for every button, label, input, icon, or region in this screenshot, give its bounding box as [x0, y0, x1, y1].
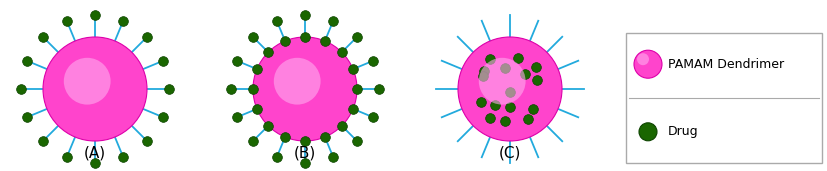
Circle shape [274, 58, 321, 105]
Text: PAMAM Dendrimer: PAMAM Dendrimer [668, 58, 784, 71]
FancyBboxPatch shape [626, 33, 822, 163]
Circle shape [479, 58, 526, 105]
Text: (C): (C) [499, 146, 521, 161]
Circle shape [458, 37, 562, 141]
Text: (B): (B) [294, 146, 316, 161]
Text: Drug: Drug [668, 125, 699, 138]
Circle shape [639, 123, 657, 141]
Circle shape [253, 37, 357, 141]
Circle shape [43, 37, 147, 141]
Circle shape [634, 50, 662, 78]
Circle shape [637, 53, 649, 65]
Circle shape [64, 58, 111, 105]
Text: (A): (A) [84, 146, 106, 161]
